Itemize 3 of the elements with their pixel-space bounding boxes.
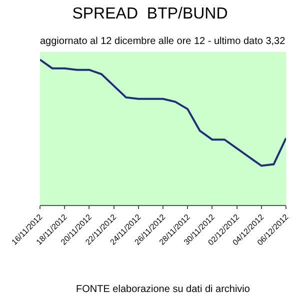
chart-title: SPREAD BTP/BUND xyxy=(72,6,228,23)
source-note: FONTE elaborazione su dati di archivio xyxy=(76,284,250,295)
chart-subtitle: aggiornato al 12 dicembre alle ore 12 - ultimo dato 3,32 xyxy=(40,36,286,47)
